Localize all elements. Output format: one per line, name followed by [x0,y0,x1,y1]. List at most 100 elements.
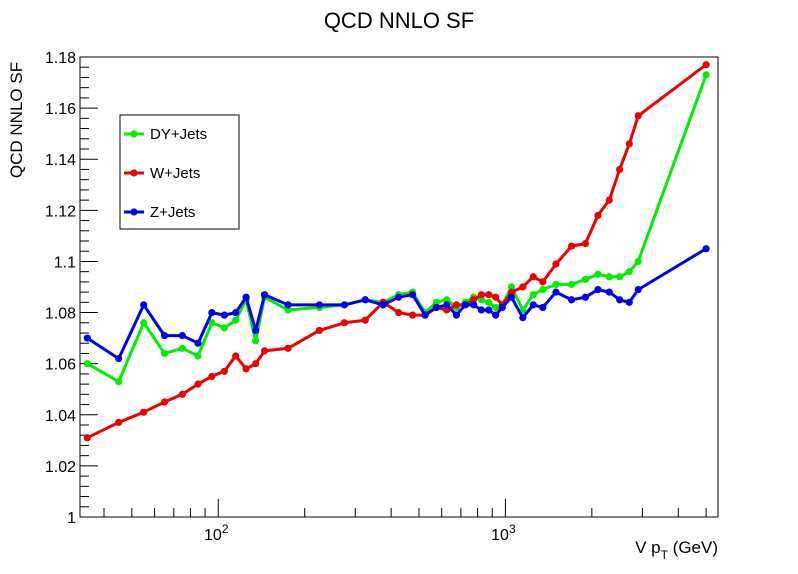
data-point [567,280,576,289]
data-point [470,301,478,309]
x-axis-title-unit: (GeV) [668,538,718,557]
data-point [485,306,493,314]
data-point [567,242,576,250]
data-point [594,270,602,278]
data-point [539,285,547,294]
x-axis-title: V pT (GeV) [635,538,718,562]
data-point [178,390,186,398]
data-point [340,301,349,309]
legend-label: Z+Jets [150,204,195,221]
data-point [539,278,547,286]
data-point [529,291,537,299]
data-point [232,352,240,360]
x-tick-label-exponent: 2 [222,522,229,536]
x-tick-label-base: 10 [204,527,222,544]
data-point [529,301,537,309]
x-axis: 102 103 [103,499,707,544]
data-point [260,347,269,355]
x-tick-label-exponent: 3 [509,522,516,536]
data-point [140,408,148,416]
data-point [594,211,602,220]
data-point [507,288,516,296]
data-point [492,293,500,301]
data-point [492,303,500,312]
data-point [443,296,451,304]
data-point [432,298,440,306]
legend-swatch-marker [130,169,138,177]
data-point [605,288,613,296]
data-point [83,434,91,442]
series-z-jets [83,245,710,363]
data-point [315,301,323,309]
data-point [625,268,633,276]
data-point [702,71,710,79]
legend-label: W+Jets [150,165,200,182]
plot-frame [79,56,719,518]
data-point [581,239,590,248]
data-point [581,293,590,301]
data-point [432,303,440,312]
data-point [498,303,506,312]
y-tick-label: 1 [67,510,76,527]
data-point [408,311,417,319]
data-point [519,314,527,322]
data-point [477,296,486,304]
data-point [178,344,186,352]
data-point [477,291,486,299]
y-tick-label: 1.1 [54,254,76,271]
data-point [470,296,478,304]
data-point [581,275,590,283]
data-point [492,311,500,319]
chart-title: QCD NNLO SF [324,8,474,33]
data-point [605,273,613,281]
legend-label: DY+Jets [150,126,207,143]
data-point [461,301,469,309]
legend-swatch-marker [130,208,138,216]
data-point [634,285,642,294]
data-point [361,316,369,324]
data-point [115,418,123,427]
data-point [625,298,633,306]
data-point [452,301,460,309]
legend-entry: Z+Jets [124,204,195,221]
data-point [485,298,493,306]
data-point [702,245,710,253]
legend-swatch-marker [130,130,138,138]
data-point [194,380,202,388]
x-tick-label-base: 10 [491,527,509,544]
data-point [421,311,429,319]
data-point [208,308,216,317]
data-point [379,301,387,309]
data-point [552,288,560,296]
data-point [361,296,369,304]
data-point [242,293,250,301]
legend: DY+Jets W+Jets Z+Jets [119,114,240,230]
data-point [485,291,493,299]
data-point [83,334,91,342]
y-tick-label: 1.16 [45,101,76,118]
data-point [160,349,169,358]
data-point [395,293,403,301]
data-point [252,337,260,345]
data-point [83,360,91,368]
data-point [452,311,460,319]
data-point [408,291,417,299]
data-point [507,283,516,291]
y-tick-label: 1.08 [45,306,76,323]
data-point [507,293,516,301]
data-point [567,296,576,304]
legend-entry: W+Jets [124,165,200,182]
data-point [208,319,216,327]
data-point [115,377,123,386]
y-tick-label: 1.04 [45,408,76,425]
data-point [284,301,292,309]
data-point [140,319,148,327]
y-tick-label: 1.14 [45,152,76,169]
x-tick-label: 103 [491,522,516,544]
data-point [220,367,228,375]
data-point [194,352,202,360]
data-point [519,283,527,291]
series-layer [83,61,710,442]
y-tick-label: 1.18 [45,50,76,67]
